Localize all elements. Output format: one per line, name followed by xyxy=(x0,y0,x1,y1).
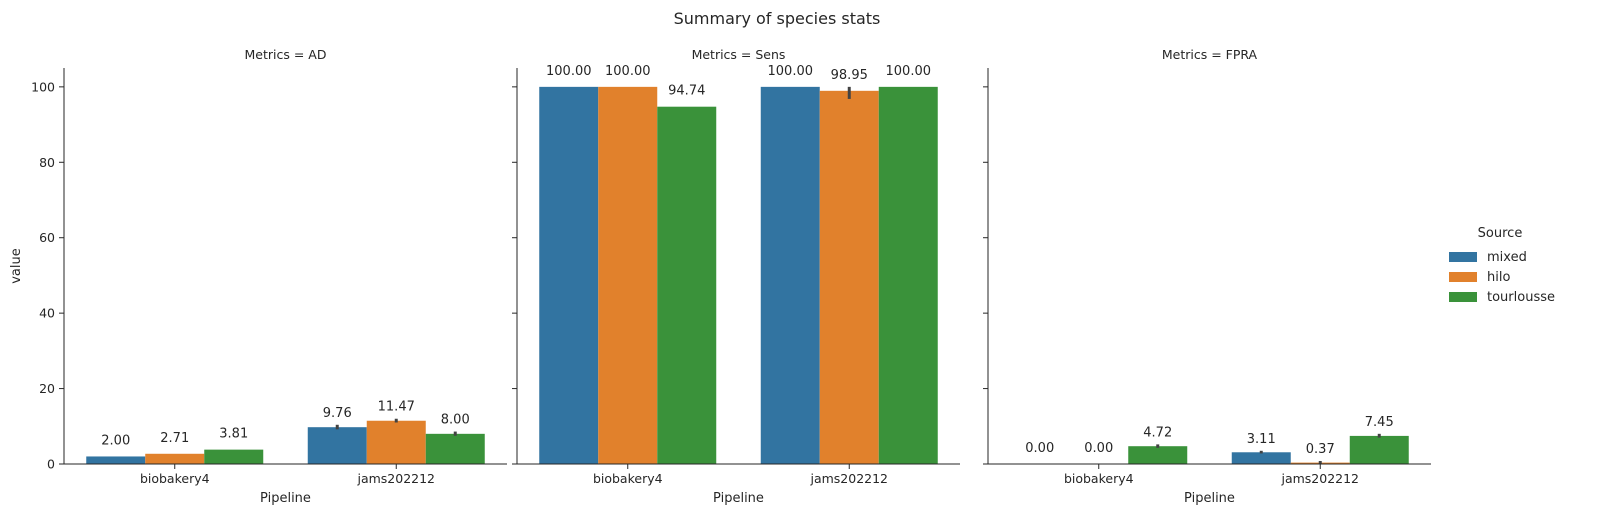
data-label: 0.37 xyxy=(1306,442,1335,457)
x-tick-label: jams202212 xyxy=(1280,471,1359,486)
data-label: 94.74 xyxy=(668,84,705,99)
bar-sens-biobakery4-hilo xyxy=(598,86,658,464)
bar-sens-jams202212-mixed xyxy=(760,86,820,464)
y-tick-label: 40 xyxy=(39,306,55,321)
bar-fpra-jams202212-mixed xyxy=(1231,452,1291,464)
y-tick-label: 100 xyxy=(31,79,55,94)
legend: Source mixed hilo tourlousse xyxy=(1449,226,1555,305)
y-tick-label: 20 xyxy=(39,381,55,396)
x-axis-label: Pipeline xyxy=(260,491,311,506)
data-label: 8.00 xyxy=(441,413,470,428)
data-label: 9.76 xyxy=(323,406,352,421)
facet-title: Metrics = AD xyxy=(245,47,327,62)
bar-ad-jams202212-mixed xyxy=(307,427,367,464)
data-label: 100.00 xyxy=(546,64,592,79)
data-label: 0.00 xyxy=(1084,441,1113,456)
data-label: 11.47 xyxy=(378,400,415,415)
x-tick-label: jams202212 xyxy=(809,471,888,486)
x-tick-label: jams202212 xyxy=(356,471,435,486)
legend-swatch xyxy=(1449,292,1477,302)
facet-title: Metrics = FPRA xyxy=(1162,47,1258,62)
data-label: 100.00 xyxy=(605,64,651,79)
data-label: 100.00 xyxy=(886,64,932,79)
facet-panel-sens: Metrics = Sens 100.00 100.00 94.74 biobakery… xyxy=(512,47,960,506)
data-label: 0.00 xyxy=(1025,441,1054,456)
facet-panel-fpra: Metrics = FPRA 0.00 0.00 4.72 biobakery4 3.11… xyxy=(983,47,1431,506)
bar-ad-biobakery4-tourlousse xyxy=(204,449,264,464)
x-tick-label: biobakery4 xyxy=(1064,471,1134,486)
legend-swatch xyxy=(1449,252,1477,262)
bar-ad-biobakery4-mixed xyxy=(86,456,146,464)
legend-item-tourlousse: tourlousse xyxy=(1449,290,1555,305)
facet-title: Metrics = Sens xyxy=(692,47,786,62)
legend-swatch xyxy=(1449,272,1477,282)
data-label: 100.00 xyxy=(768,64,814,79)
legend-label: hilo xyxy=(1487,270,1510,285)
x-tick-label: biobakery4 xyxy=(593,471,663,486)
y-tick-label: 60 xyxy=(39,230,55,245)
legend-item-mixed: mixed xyxy=(1449,250,1527,265)
legend-label: mixed xyxy=(1487,250,1527,265)
bar-ad-biobakery4-hilo xyxy=(145,453,205,464)
bar-sens-jams202212-tourlousse xyxy=(878,86,938,464)
bar-sens-biobakery4-mixed xyxy=(539,86,599,464)
legend-item-hilo: hilo xyxy=(1449,270,1510,285)
data-label: 2.00 xyxy=(101,433,130,448)
x-tick-label: biobakery4 xyxy=(140,471,210,486)
x-axis-label: Pipeline xyxy=(713,491,764,506)
bar-fpra-biobakery4-tourlousse xyxy=(1128,446,1188,464)
legend-label: tourlousse xyxy=(1487,290,1555,305)
bar-fpra-jams202212-tourlousse xyxy=(1349,435,1409,464)
bar-ad-jams202212-tourlousse xyxy=(425,433,485,464)
chart-title: Summary of species stats xyxy=(674,9,881,28)
data-label: 7.45 xyxy=(1365,415,1394,430)
bar-sens-jams202212-hilo xyxy=(819,90,879,465)
facet-panel-ad: Metrics = AD 2.00 2.71 3.81 biobakery4 9.76 11… xyxy=(9,47,507,506)
data-label: 98.95 xyxy=(831,68,868,83)
data-label: 3.81 xyxy=(219,427,248,442)
y-tick-label: 80 xyxy=(39,155,55,170)
data-label: 4.72 xyxy=(1143,425,1172,440)
y-tick-label: 0 xyxy=(47,457,55,472)
bar-ad-jams202212-hilo xyxy=(366,420,426,464)
legend-title: Source xyxy=(1478,226,1523,241)
bar-sens-biobakery4-tourlousse xyxy=(657,106,717,464)
data-label: 2.71 xyxy=(160,431,189,446)
x-axis-label: Pipeline xyxy=(1184,491,1235,506)
y-axis-label: value xyxy=(9,248,24,284)
data-label: 3.11 xyxy=(1247,432,1276,447)
